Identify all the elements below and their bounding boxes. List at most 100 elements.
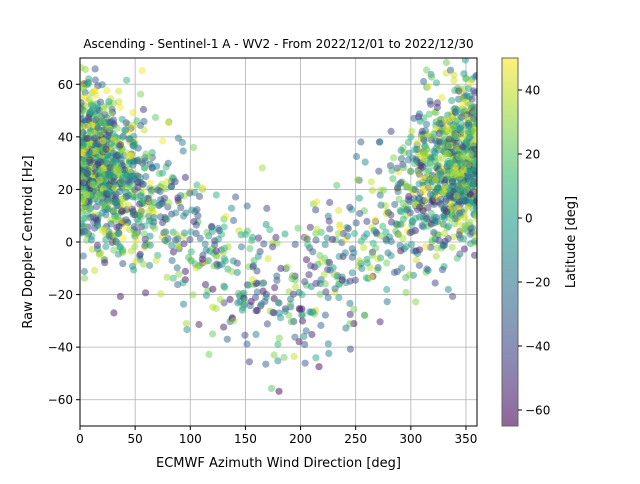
scatter-point bbox=[344, 225, 352, 233]
scatter-point bbox=[92, 194, 100, 202]
scatter-point bbox=[361, 158, 369, 166]
scatter-point bbox=[416, 203, 424, 211]
scatter-point bbox=[418, 222, 426, 230]
scatter-point bbox=[406, 229, 414, 237]
scatter-point bbox=[420, 77, 428, 86]
scatter-point bbox=[243, 340, 251, 348]
scatter-point bbox=[326, 198, 334, 207]
scatter-point bbox=[460, 181, 468, 189]
scatter-point bbox=[80, 141, 85, 149]
scatter-point bbox=[124, 201, 133, 209]
y-tick-label: 40 bbox=[58, 130, 73, 144]
scatter-point bbox=[220, 244, 228, 252]
scatter-point bbox=[378, 232, 386, 240]
scatter-point bbox=[301, 359, 309, 367]
scatter-point bbox=[464, 161, 472, 169]
scatter-point bbox=[104, 197, 113, 205]
scatter-point bbox=[153, 162, 161, 170]
scatter-point bbox=[122, 189, 130, 197]
scatter-point bbox=[162, 228, 170, 236]
scatter-point bbox=[324, 294, 332, 302]
scatter-point bbox=[280, 353, 288, 361]
scatter-point bbox=[350, 229, 359, 238]
scatter-point bbox=[466, 230, 475, 238]
scatter-point bbox=[177, 204, 185, 212]
scatter-point bbox=[246, 245, 254, 253]
scatter-point bbox=[300, 332, 308, 341]
y-tick-label: 20 bbox=[58, 183, 73, 197]
scatter-point bbox=[411, 185, 419, 194]
scatter-point bbox=[186, 189, 194, 197]
scatter-point bbox=[190, 218, 198, 226]
scatter-point bbox=[471, 89, 477, 97]
scatter-point bbox=[122, 126, 130, 134]
scatter-point bbox=[448, 243, 456, 251]
scatter-point bbox=[355, 257, 364, 265]
scatter-point bbox=[405, 149, 413, 157]
scatter-point bbox=[236, 298, 244, 306]
scatter-point bbox=[442, 58, 450, 67]
scatter-point bbox=[407, 167, 415, 175]
scatter-point bbox=[431, 176, 440, 184]
scatter-point bbox=[91, 141, 100, 149]
scatter-point bbox=[387, 252, 395, 260]
scatter-point bbox=[142, 173, 150, 181]
scatter-point bbox=[363, 230, 371, 238]
scatter-point bbox=[455, 209, 464, 217]
scatter-point bbox=[260, 240, 268, 248]
scatter-point bbox=[449, 292, 457, 300]
scatter-point bbox=[413, 249, 422, 258]
scatter-point bbox=[228, 267, 236, 275]
scatter-point bbox=[157, 290, 165, 298]
x-tick-label: 0 bbox=[76, 432, 84, 446]
scatter-point bbox=[399, 215, 407, 223]
scatter-point bbox=[251, 293, 260, 302]
scatter-point bbox=[383, 298, 391, 306]
scatter-point bbox=[110, 309, 118, 317]
scatter-point bbox=[305, 271, 313, 279]
scatter-point bbox=[317, 321, 325, 329]
scatter-point bbox=[263, 320, 271, 328]
x-tick-label: 50 bbox=[127, 432, 142, 446]
scatter-point bbox=[391, 200, 399, 209]
scatter-point bbox=[80, 208, 86, 216]
scatter-point bbox=[275, 387, 283, 395]
scatter-point bbox=[316, 290, 324, 298]
scatter-point bbox=[346, 203, 354, 211]
scatter-point bbox=[281, 307, 289, 315]
scatter-point bbox=[263, 204, 271, 212]
scatter-point bbox=[248, 237, 256, 245]
scatter-point bbox=[241, 331, 249, 339]
scatter-point bbox=[325, 258, 334, 266]
colorbar bbox=[501, 57, 519, 427]
scatter-point bbox=[274, 357, 282, 365]
scatter-point bbox=[229, 257, 237, 265]
scatter-point bbox=[233, 268, 241, 276]
scatter-point bbox=[402, 274, 410, 282]
scatter-point bbox=[161, 194, 169, 202]
scatter-point bbox=[202, 246, 210, 254]
scatter-point bbox=[453, 106, 461, 114]
scatter-point bbox=[424, 83, 432, 91]
scatter-point bbox=[462, 74, 470, 82]
scatter-point bbox=[145, 207, 153, 215]
scatter-point bbox=[195, 320, 203, 329]
scatter-point bbox=[270, 351, 278, 359]
scatter-point bbox=[92, 147, 100, 155]
scatter-point bbox=[114, 212, 122, 220]
scatter-point bbox=[230, 216, 238, 225]
scatter-point bbox=[395, 231, 403, 239]
scatter-point bbox=[118, 207, 126, 215]
scatter-point bbox=[202, 291, 210, 299]
scatter-point bbox=[448, 97, 456, 105]
scatter-point bbox=[375, 167, 383, 175]
x-tick-label: 350 bbox=[455, 432, 478, 446]
scatter-point bbox=[243, 202, 251, 210]
scatter-point bbox=[308, 330, 316, 339]
scatter-point bbox=[346, 310, 354, 318]
scatter-point bbox=[232, 193, 240, 201]
scatter-point bbox=[91, 266, 99, 274]
scatter-point bbox=[80, 197, 89, 205]
scatter-point bbox=[98, 81, 106, 89]
scatter-point bbox=[234, 289, 243, 298]
